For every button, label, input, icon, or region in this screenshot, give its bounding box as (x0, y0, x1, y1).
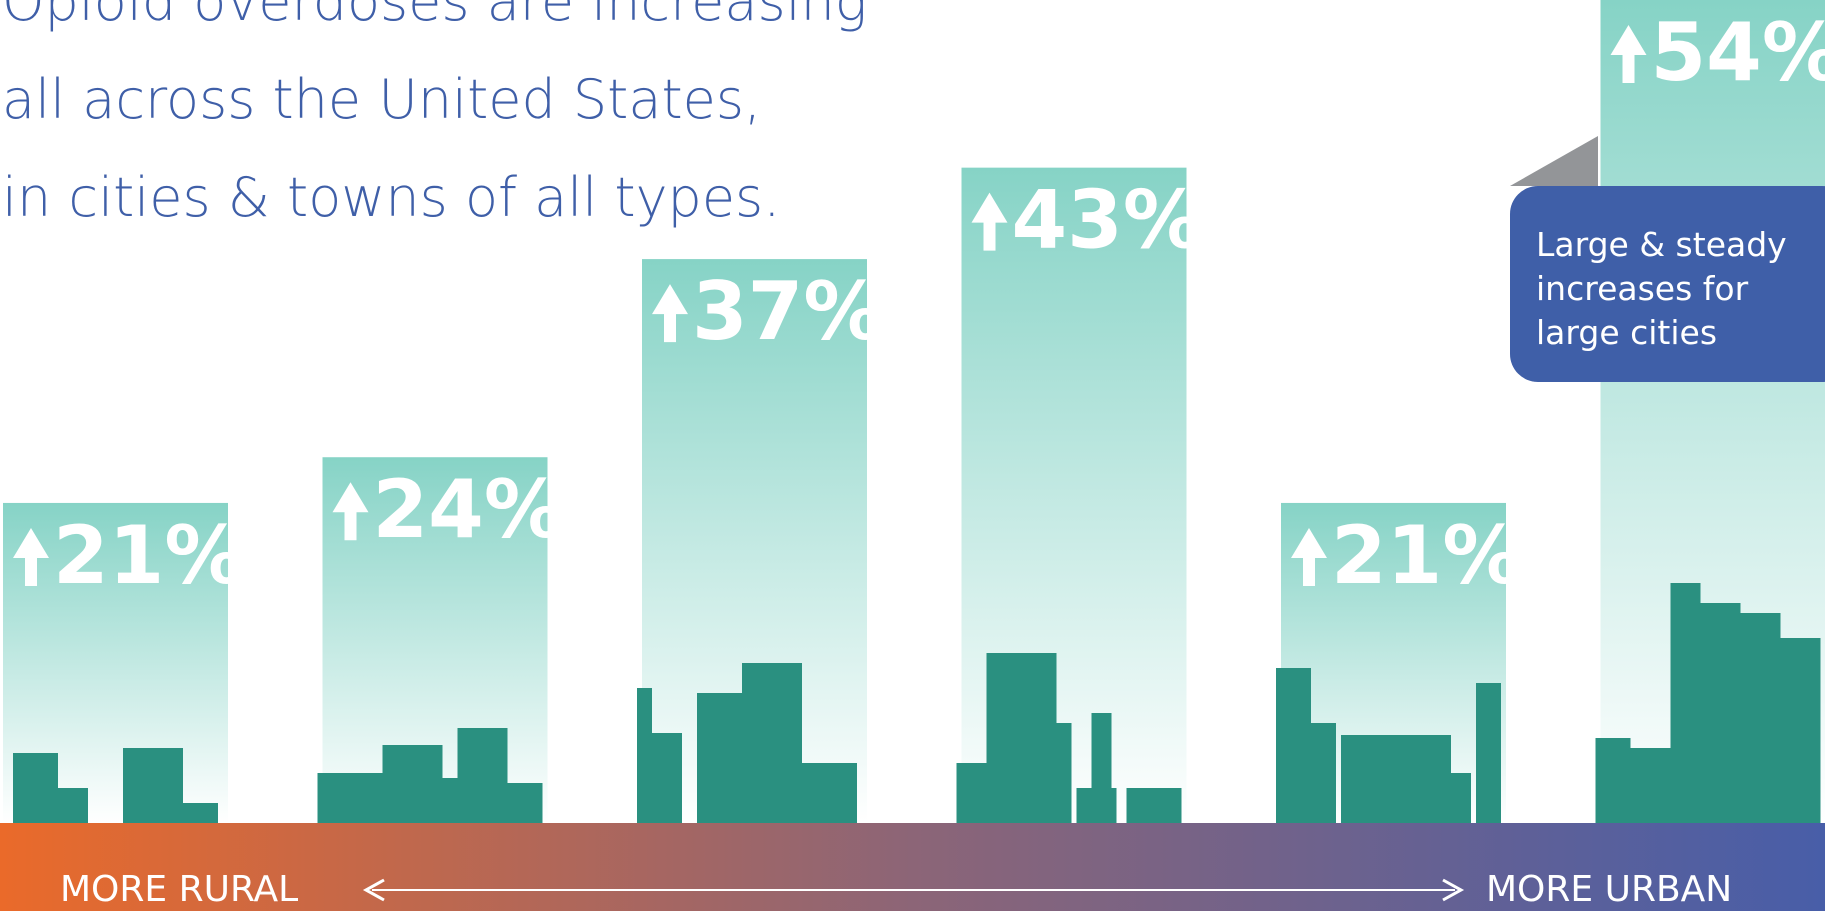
value-label: 54% (1651, 6, 1825, 99)
skyline (802, 763, 857, 823)
skyline (1741, 613, 1781, 823)
skyline (1057, 723, 1072, 823)
skyline (1781, 638, 1821, 823)
skyline (1476, 683, 1501, 823)
skyline (1311, 723, 1336, 823)
chart-title: Opioid overdoses are increasing (2, 0, 867, 33)
annotation-line: large cities (1536, 313, 1717, 352)
skyline (123, 748, 183, 823)
skyline (503, 783, 543, 823)
page: 21% 24% 37% 43% 21% 54% Opioid overdoses are … (0, 0, 1825, 911)
skyline (318, 773, 388, 823)
annotation-line: Large & steady (1536, 225, 1787, 264)
skyline (1092, 713, 1112, 823)
annotation-line: increases for (1536, 269, 1749, 308)
x-label-left: MORE RURAL (60, 869, 298, 910)
callout-tail (1510, 136, 1598, 186)
skyline (637, 688, 652, 823)
value-label: 21% (1331, 509, 1522, 602)
skyline (652, 733, 682, 823)
skyline (383, 745, 443, 823)
skyline (1276, 668, 1311, 823)
skyline (1701, 603, 1741, 823)
skyline (183, 803, 218, 823)
skyline (697, 693, 742, 823)
skyline (13, 753, 58, 823)
value-label: 21% (53, 509, 244, 602)
skyline (1671, 583, 1701, 823)
skyline (1451, 773, 1471, 823)
skyline (957, 763, 987, 823)
skyline (1127, 788, 1182, 823)
skyline (987, 653, 1057, 823)
value-label: 37% (692, 265, 883, 358)
chart-title: in cities & towns of all types. (2, 166, 780, 229)
value-label: 24% (373, 463, 564, 556)
skyline (1596, 738, 1631, 823)
chart: 21% 24% 37% 43% 21% 54% Opioid overdoses are … (0, 0, 1825, 911)
x-label-right: MORE URBAN (1486, 869, 1732, 910)
skyline (458, 728, 508, 823)
skyline (58, 788, 88, 823)
skyline (1341, 735, 1451, 823)
value-label: 43% (1012, 174, 1203, 267)
chart-title: all across the United States, (2, 68, 761, 131)
skyline (742, 663, 802, 823)
